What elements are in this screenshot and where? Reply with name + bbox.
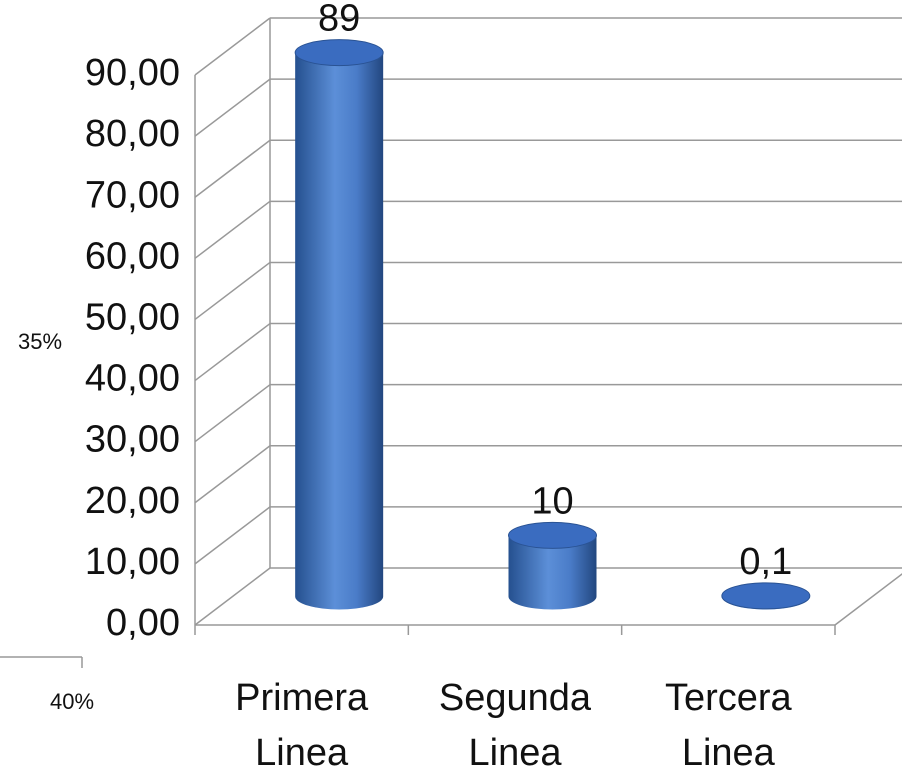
grid-line [194,384,271,443]
y-tick-label: 40,00 [85,358,180,400]
x-tick-label: Segunda Linea [439,677,592,774]
axis [834,573,902,626]
bar-top [721,582,811,610]
grid-line [194,78,271,137]
x-tick-label: Primera Linea [235,677,369,774]
y-tick-label: 70,00 [85,174,180,216]
y-tick-label: 50,00 [85,296,180,338]
bar-body [508,535,597,610]
y-tick-label: 60,00 [85,235,180,277]
y-tick-label: 10,00 [85,541,180,583]
bar-body [295,52,384,610]
bar-top [294,39,384,67]
grid-line [194,17,271,76]
grid-line [194,261,271,321]
y-tick-label: 30,00 [85,419,180,461]
grid-line [194,567,271,626]
y-tick-label: 90,00 [85,52,180,94]
annotation: 40% [50,689,94,714]
bar [508,521,597,610]
value-label: 10 [531,480,573,522]
value-label: 89 [318,0,360,40]
grid-line [194,322,271,382]
grid-line [194,506,271,565]
y-tick-label: 80,00 [85,113,180,155]
x-tick-label: Tercera Linea [665,677,793,774]
bar [721,582,811,610]
grid-line [194,200,271,259]
bar [294,39,384,610]
bar-top [508,521,597,549]
grid-line [194,445,271,504]
y-tick-label: 20,00 [85,480,180,522]
grid-line [194,139,271,198]
annotation: 35% [18,329,62,354]
y-tick-label: 0,00 [106,602,180,644]
value-label: 0,1 [739,541,792,583]
